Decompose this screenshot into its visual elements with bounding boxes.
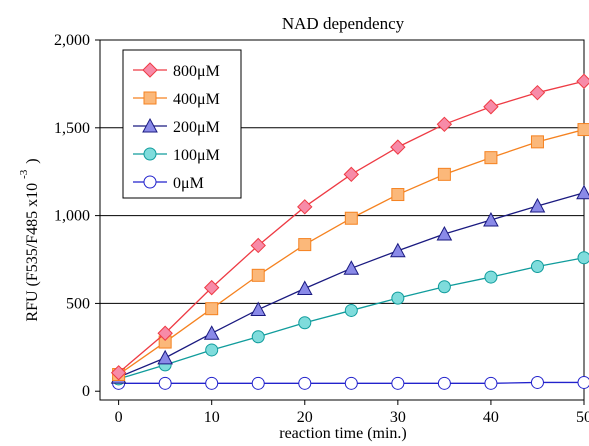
legend-label: 0μM (173, 175, 204, 192)
series-line (118, 257, 585, 380)
data-point (251, 376, 265, 390)
data-point (437, 376, 451, 390)
y-tick-label: 2,000 (54, 32, 90, 49)
x-tick-label: 50 (576, 409, 589, 426)
data-point (391, 376, 405, 390)
series-group (110, 73, 589, 390)
data-point (157, 349, 173, 365)
data-point (343, 166, 360, 183)
data-point (296, 280, 313, 295)
x-tick-label: 40 (483, 409, 499, 426)
data-point (530, 135, 544, 149)
x-tick-label: 0 (115, 409, 123, 426)
data-point (203, 279, 220, 296)
legend-box (122, 49, 242, 199)
data-point (251, 330, 265, 344)
data-point (530, 375, 544, 389)
svg-text:RFU (F535/F485 x10-3): RFU (F535/F485 x10 -3) (18, 158, 41, 321)
y-tick-label: 0 (82, 383, 90, 400)
data-point (158, 376, 172, 390)
data-point (577, 123, 589, 137)
data-point (205, 302, 219, 316)
data-point (250, 237, 266, 254)
data-point (251, 268, 265, 282)
legend: 800μM 400μM 200μM 100μM 0μM (122, 49, 242, 199)
data-point (298, 376, 312, 390)
x-tick-label: 30 (390, 409, 406, 426)
y-axis-label-close: ) (24, 158, 41, 163)
data-point (437, 167, 451, 181)
data-point (483, 211, 499, 227)
y-axis-label-sup: -3 (18, 169, 30, 179)
data-point (110, 365, 127, 381)
y-tick-label: 1,500 (54, 120, 90, 137)
data-point (437, 280, 451, 294)
data-point (343, 260, 360, 275)
data-point (436, 116, 453, 132)
data-point (484, 270, 498, 284)
legend-marker (142, 117, 158, 133)
data-point (483, 99, 499, 115)
y-axis-label-main: RFU (F535/F485 x10 (24, 183, 41, 322)
data-point (391, 291, 405, 305)
data-point (391, 188, 405, 202)
data-point (297, 199, 313, 215)
data-point (484, 151, 498, 165)
legend-marker (143, 175, 157, 189)
data-point (203, 325, 220, 340)
y-tick-label: 500 (66, 295, 90, 312)
data-point (298, 316, 312, 330)
y-tick-label: 1,000 (54, 208, 90, 225)
data-point (577, 251, 589, 265)
legend-label: 800μM (173, 63, 220, 80)
x-tick-label: 10 (204, 409, 220, 426)
legend-marker (143, 91, 157, 105)
data-point (298, 238, 312, 252)
x-axis-label: reaction time (min.) (279, 425, 407, 442)
x-axis: 0 10 20 30 40 50 (115, 400, 589, 426)
data-point (484, 376, 498, 390)
data-point (576, 184, 589, 200)
data-point (205, 343, 219, 357)
data-point (529, 197, 546, 213)
data-point (577, 375, 589, 389)
x-tick-label: 20 (297, 409, 313, 426)
chart-title: NAD dependency (282, 14, 405, 33)
data-point (576, 73, 589, 89)
y-axis: 0 500 1,000 1,500 2,000 (54, 32, 100, 400)
data-point (436, 225, 453, 241)
data-point (344, 211, 358, 225)
data-point (205, 376, 219, 390)
data-point (344, 303, 358, 317)
legend-label: 400μM (173, 91, 220, 108)
data-point (250, 301, 267, 317)
data-point (529, 84, 546, 101)
legend-label: 100μM (173, 147, 220, 164)
legend-label: 200μM (173, 119, 220, 136)
data-point (157, 325, 173, 341)
legend-marker (142, 62, 158, 78)
data-point (390, 139, 406, 155)
y-axis-label: RFU (F535/F485 x10 -3) (18, 158, 41, 321)
data-point (530, 260, 544, 274)
data-point (390, 242, 406, 258)
data-point (344, 376, 358, 390)
legend-marker (143, 147, 157, 161)
